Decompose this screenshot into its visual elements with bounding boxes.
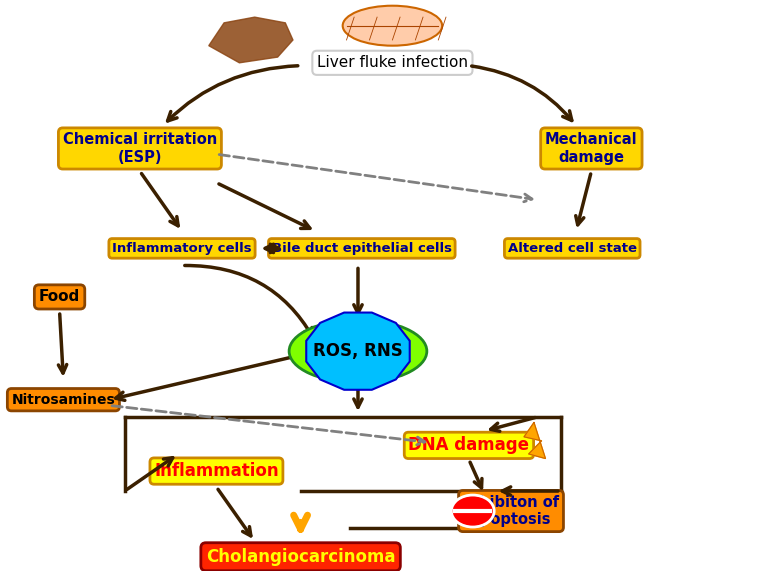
Polygon shape xyxy=(208,17,293,63)
Text: ROS, RNS: ROS, RNS xyxy=(313,342,403,360)
Ellipse shape xyxy=(289,320,427,383)
Text: DNA damage: DNA damage xyxy=(408,436,529,455)
Text: Inhibiton of
apoptosis: Inhibiton of apoptosis xyxy=(463,495,559,527)
Text: Liver fluke infection: Liver fluke infection xyxy=(317,55,468,70)
Polygon shape xyxy=(524,423,546,459)
Text: Mechanical
damage: Mechanical damage xyxy=(545,132,638,164)
Text: Altered cell state: Altered cell state xyxy=(508,242,637,255)
Text: Cholangiocarcinoma: Cholangiocarcinoma xyxy=(206,548,395,566)
Text: Inflammation: Inflammation xyxy=(154,462,279,480)
Text: Inflammatory cells: Inflammatory cells xyxy=(112,242,252,255)
Text: Chemical irritation
(ESP): Chemical irritation (ESP) xyxy=(63,132,217,164)
Ellipse shape xyxy=(343,6,443,46)
Text: Bile duct epithelial cells: Bile duct epithelial cells xyxy=(272,242,452,255)
Text: Nitrosamines: Nitrosamines xyxy=(12,393,115,407)
Circle shape xyxy=(451,495,494,527)
Text: Food: Food xyxy=(39,289,80,304)
